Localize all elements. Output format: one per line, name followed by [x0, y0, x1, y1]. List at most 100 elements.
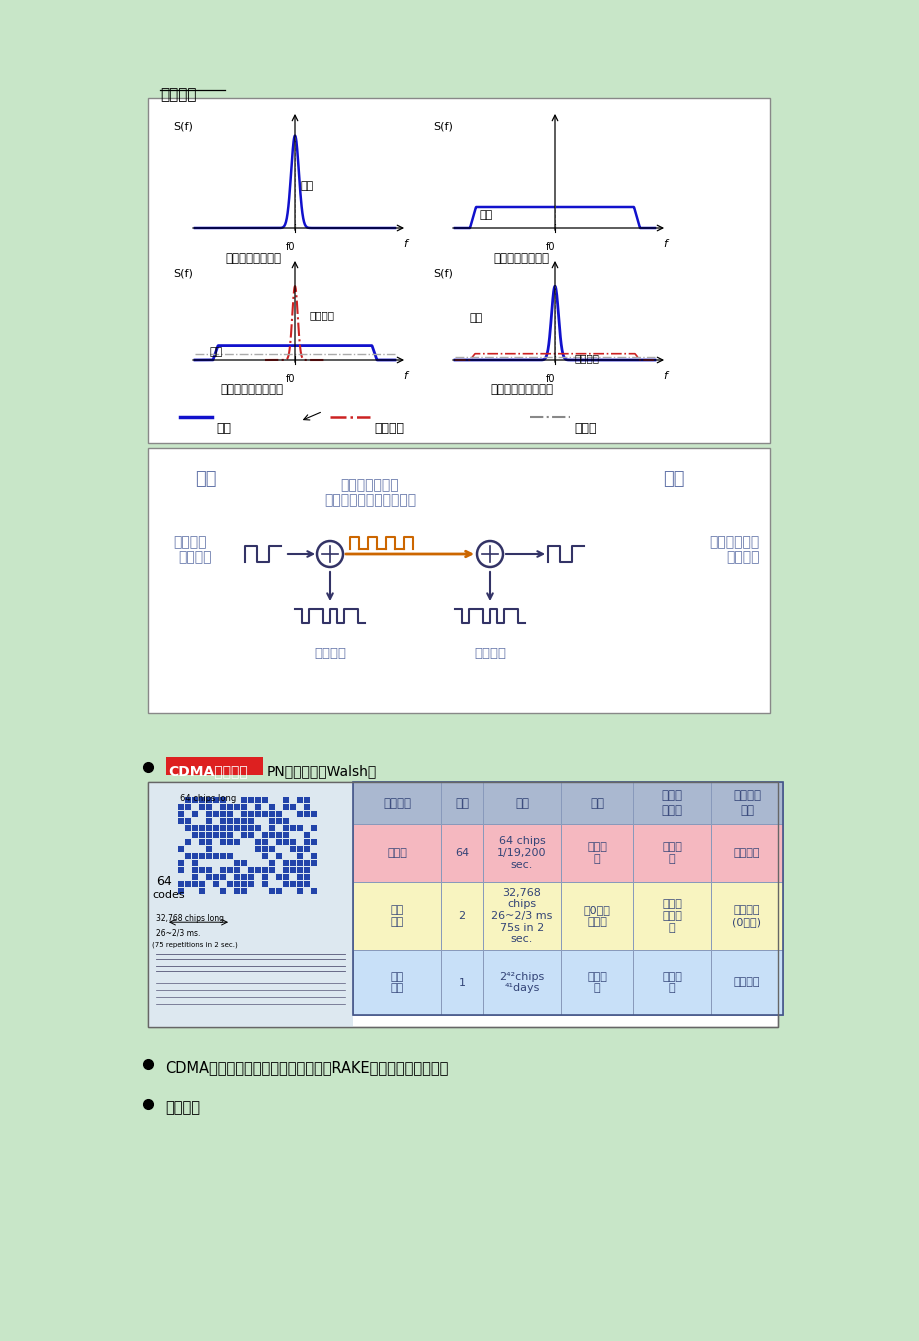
- Bar: [185, 805, 191, 810]
- Text: 近似正
交: 近似正 交: [586, 972, 607, 994]
- Bar: [248, 874, 254, 880]
- Text: 扩频后的信号频谱: 扩频后的信号频谱: [493, 252, 549, 266]
- Bar: [311, 853, 317, 860]
- Bar: [192, 811, 198, 817]
- Bar: [199, 888, 205, 894]
- Bar: [297, 846, 302, 852]
- Bar: [199, 868, 205, 873]
- Bar: [276, 818, 282, 823]
- Text: 64: 64: [156, 876, 172, 888]
- Text: （基带信号＋扩频序列）: （基带信号＋扩频序列）: [323, 493, 415, 507]
- Bar: [177, 811, 184, 817]
- Bar: [192, 874, 198, 880]
- Bar: [268, 860, 275, 866]
- Bar: [227, 853, 233, 860]
- Bar: [220, 888, 226, 894]
- Bar: [561, 882, 632, 949]
- Bar: [297, 888, 302, 894]
- Bar: [276, 811, 282, 817]
- Text: 脉冲干扰: 脉冲干扰: [374, 422, 403, 434]
- Bar: [199, 853, 205, 860]
- Bar: [192, 825, 198, 831]
- Bar: [233, 888, 240, 894]
- Bar: [185, 839, 191, 845]
- Bar: [268, 825, 275, 831]
- Bar: [185, 825, 191, 831]
- Text: 长码
序列: 长码 序列: [390, 972, 403, 994]
- Bar: [241, 818, 246, 823]
- Bar: [199, 881, 205, 886]
- Bar: [192, 881, 198, 886]
- Bar: [220, 805, 226, 810]
- Bar: [220, 818, 226, 823]
- Bar: [283, 839, 289, 845]
- Bar: [248, 881, 254, 886]
- Bar: [241, 881, 246, 886]
- Bar: [148, 98, 769, 443]
- Bar: [297, 860, 302, 866]
- Text: S(f): S(f): [173, 121, 193, 131]
- Text: 序列类型: 序列类型: [382, 797, 411, 810]
- Bar: [241, 811, 246, 817]
- Text: CDMA码序列：: CDMA码序列：: [168, 764, 247, 778]
- Bar: [482, 782, 561, 823]
- Bar: [213, 811, 219, 817]
- Bar: [206, 874, 211, 880]
- Bar: [268, 818, 275, 823]
- Bar: [710, 782, 782, 823]
- Text: 特性: 特性: [589, 797, 604, 810]
- Text: 四相扩频
(0偏置): 四相扩频 (0偏置): [732, 905, 761, 927]
- Bar: [289, 860, 296, 866]
- Text: 64: 64: [454, 848, 469, 858]
- Bar: [262, 874, 267, 880]
- Bar: [233, 825, 240, 831]
- Bar: [177, 860, 184, 866]
- Bar: [220, 797, 226, 803]
- Bar: [283, 825, 289, 831]
- Bar: [297, 874, 302, 880]
- Text: 扩频前的信号频谱: 扩频前的信号频谱: [225, 252, 280, 266]
- Bar: [213, 853, 219, 860]
- Bar: [206, 839, 211, 845]
- Bar: [255, 839, 261, 845]
- Bar: [289, 839, 296, 845]
- Text: f0: f0: [546, 241, 555, 252]
- Text: S(f): S(f): [433, 121, 452, 131]
- Bar: [289, 868, 296, 873]
- Text: f: f: [663, 371, 666, 381]
- Bar: [206, 825, 211, 831]
- Bar: [440, 782, 482, 823]
- Bar: [241, 888, 246, 894]
- Bar: [297, 797, 302, 803]
- Bar: [227, 881, 233, 886]
- Text: f: f: [403, 239, 406, 249]
- Bar: [192, 860, 198, 866]
- Text: codes: codes: [152, 890, 185, 900]
- Bar: [148, 782, 353, 1027]
- Bar: [311, 825, 317, 831]
- Text: 长度: 长度: [515, 797, 528, 810]
- Bar: [255, 825, 261, 831]
- Bar: [241, 825, 246, 831]
- Bar: [632, 949, 710, 1015]
- Bar: [262, 839, 267, 845]
- Bar: [248, 831, 254, 838]
- Bar: [561, 782, 632, 823]
- Text: 1: 1: [458, 978, 465, 987]
- Bar: [710, 882, 782, 949]
- Text: 数据扰
码: 数据扰 码: [662, 972, 681, 994]
- Text: f0: f0: [546, 374, 555, 384]
- Text: 扩频序列: 扩频序列: [313, 646, 346, 660]
- Bar: [262, 868, 267, 873]
- Bar: [148, 782, 777, 1027]
- Bar: [283, 831, 289, 838]
- Text: (75 repetitions in 2 sec.): (75 repetitions in 2 sec.): [152, 941, 237, 948]
- Bar: [233, 839, 240, 845]
- Text: 2⁴²chips
⁴¹days: 2⁴²chips ⁴¹days: [499, 972, 544, 994]
- Bar: [311, 839, 317, 845]
- Text: 发端: 发端: [195, 469, 216, 488]
- Text: 信号: 信号: [210, 347, 223, 358]
- Bar: [220, 839, 226, 845]
- Bar: [561, 949, 632, 1015]
- Text: 扩频后的数据流: 扩频后的数据流: [340, 477, 399, 492]
